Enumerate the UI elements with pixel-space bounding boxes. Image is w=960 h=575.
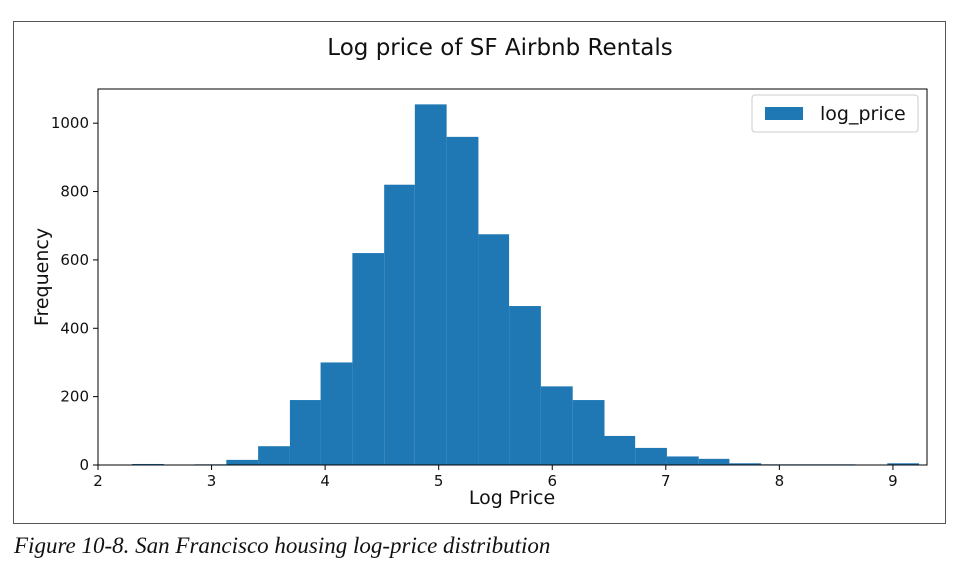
x-tick-label: 2 [93, 472, 103, 490]
x-tick-label: 6 [547, 472, 557, 490]
histogram-bar [540, 386, 573, 465]
x-tick-label: 8 [775, 472, 785, 490]
histogram-bar [604, 435, 636, 465]
y-tick-label: 1000 [51, 114, 89, 132]
y-tick-label: 0 [79, 456, 89, 474]
histogram-bar [320, 362, 353, 465]
histogram-bar [635, 447, 667, 465]
chart-title: Log price of SF Airbnb Rentals [327, 35, 672, 61]
legend: log_price [751, 94, 919, 133]
x-tick-label: 5 [434, 472, 444, 490]
y-axis-label: Frequency [31, 228, 53, 326]
bars-group [132, 104, 920, 465]
x-tick-label: 9 [888, 472, 898, 490]
y-tick-label: 600 [60, 251, 89, 269]
histogram-bar [226, 459, 259, 465]
x-axis: 2 3 4 5 6 7 8 9 [93, 465, 898, 490]
histogram-bar [384, 184, 415, 465]
y-tick-label: 200 [60, 388, 89, 406]
x-tick-label: 4 [320, 472, 330, 490]
x-tick-label: 3 [207, 472, 217, 490]
plot-area [97, 88, 928, 466]
y-tick-label: 400 [60, 319, 89, 337]
histogram-bar [446, 136, 479, 465]
histogram-bar [509, 306, 541, 465]
x-axis-label: Log Price [469, 487, 555, 509]
histogram-bar [698, 458, 730, 465]
histogram-bar [414, 104, 447, 465]
histogram-bar [887, 463, 920, 465]
histogram-bar [352, 253, 385, 465]
histogram-bar [478, 234, 510, 465]
histogram-bar [132, 463, 164, 465]
y-tick-label: 800 [60, 183, 89, 201]
histogram-bar [572, 400, 605, 465]
legend-swatch [765, 107, 803, 120]
x-tick-label: 7 [661, 472, 671, 490]
histogram-bar [289, 400, 321, 465]
legend-box [751, 94, 919, 133]
figure-caption: Figure 10-8. San Francisco housing log-p… [14, 533, 551, 558]
y-axis: 0 200 400 600 800 1000 [51, 114, 98, 474]
legend-label: log_price [820, 103, 906, 125]
histogram-bar [729, 463, 762, 465]
histogram-bar [666, 456, 699, 465]
histogram-bar [258, 446, 290, 465]
